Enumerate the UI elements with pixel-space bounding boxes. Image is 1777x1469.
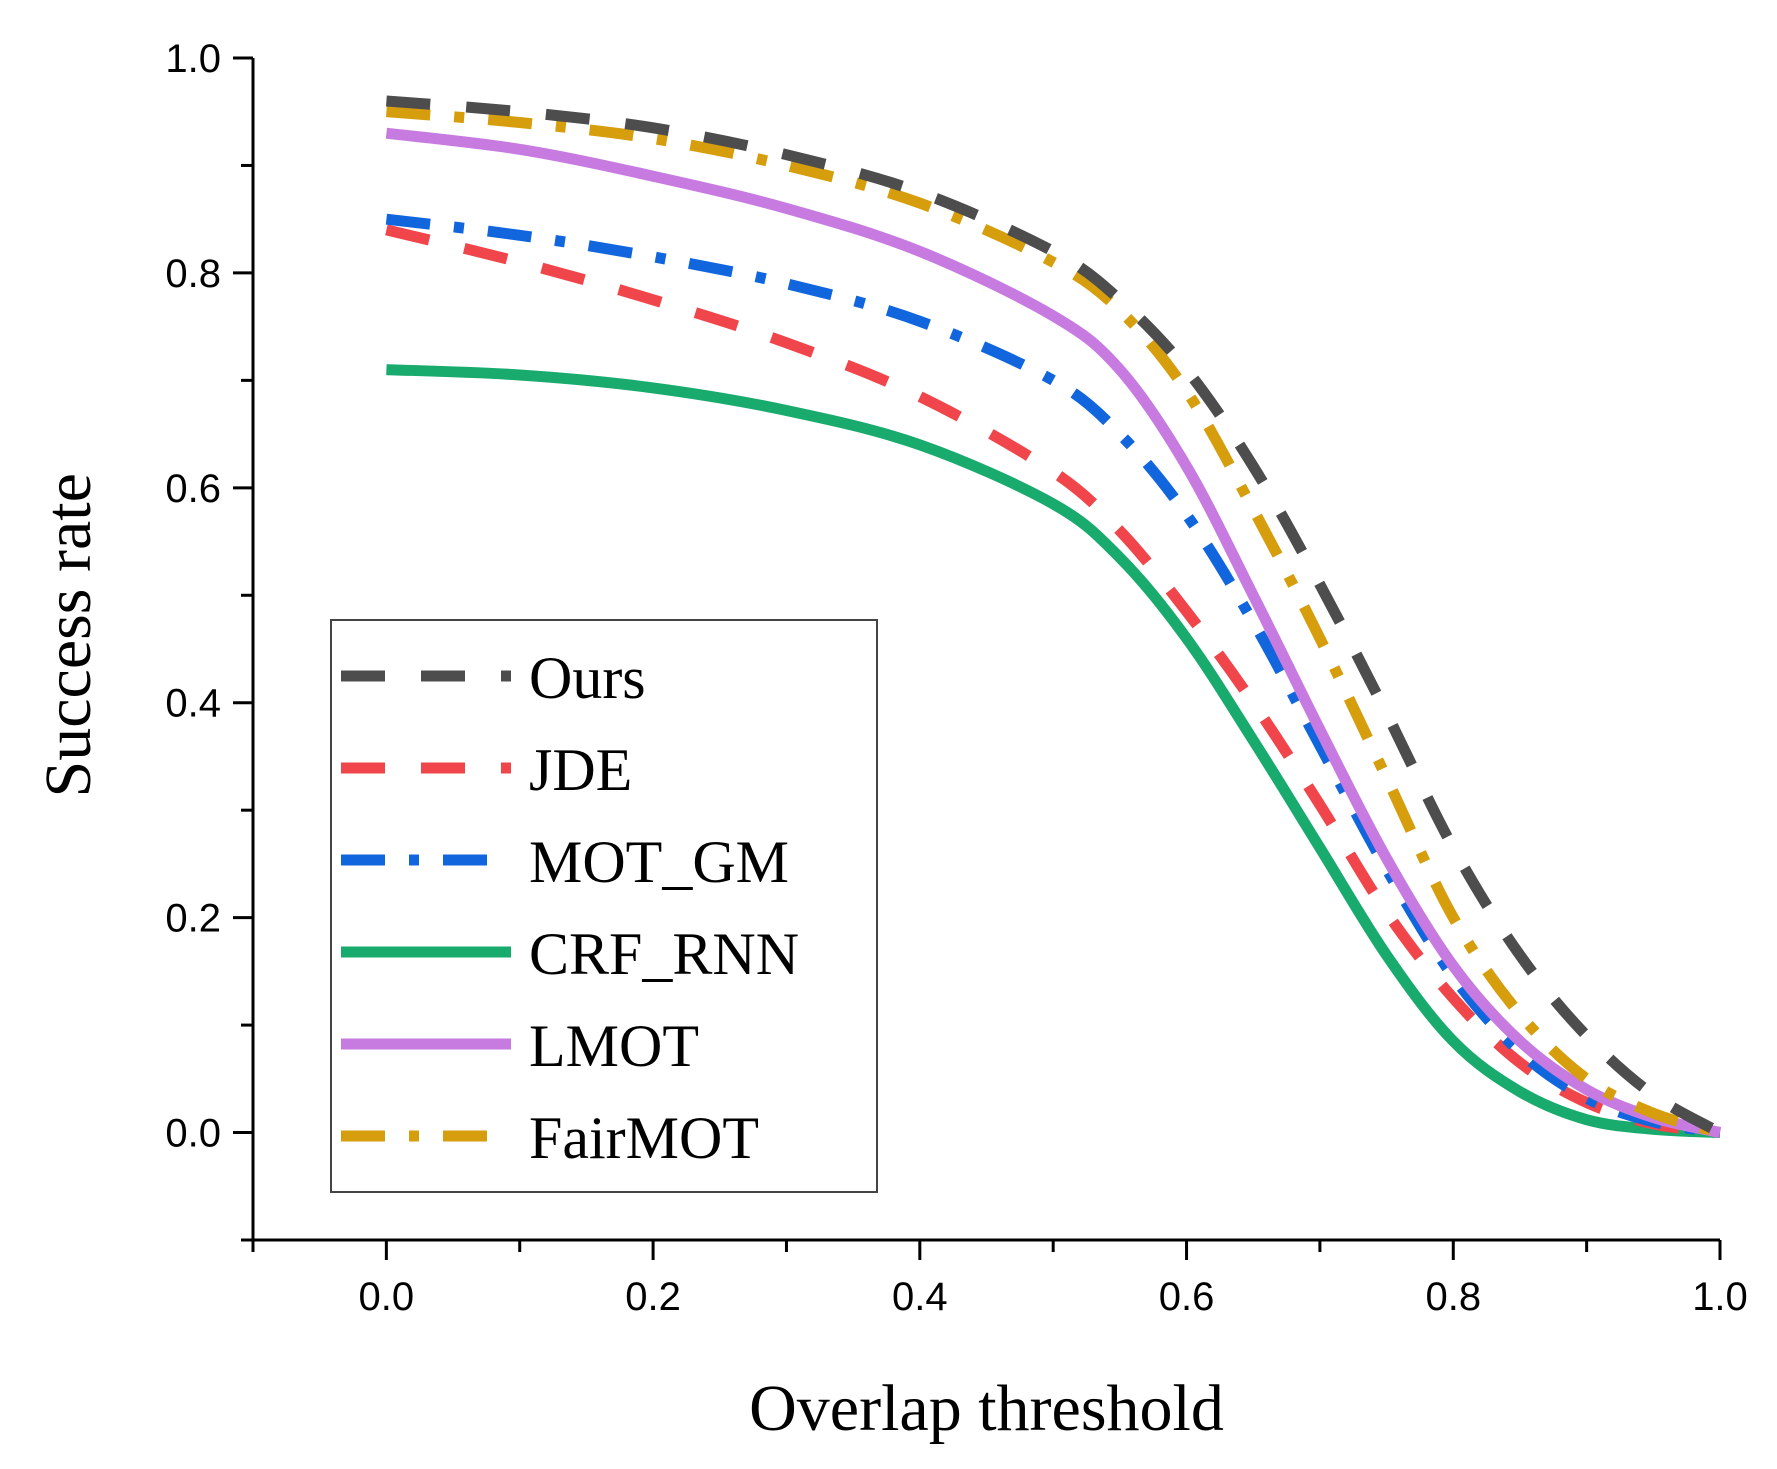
- x-tick-label: 1.0: [1692, 1275, 1748, 1319]
- y-axis-title: Success rate: [32, 473, 105, 797]
- series-line-jde: [385, 224, 1721, 1138]
- y-tick-label: 0.4: [165, 682, 221, 726]
- legend-label-jde: JDE: [529, 737, 632, 803]
- legend-label-lmot: LMOT: [529, 1013, 699, 1079]
- legend-label-mot-gm: MOT_GM: [529, 829, 789, 895]
- x-tick-label: 0.8: [1425, 1275, 1481, 1319]
- series-line-mot-gm: [385, 213, 1721, 1138]
- legend-label-fairmot: FairMOT: [529, 1105, 759, 1171]
- series-line-fairmot: [385, 106, 1722, 1138]
- x-axis-title: Overlap threshold: [749, 1372, 1224, 1445]
- x-tick-label: 0.4: [892, 1275, 948, 1319]
- legend-box: [330, 619, 878, 1193]
- y-tick-label: 0.0: [165, 1112, 221, 1156]
- y-tick-label: 0.6: [165, 467, 221, 511]
- x-tick-label: 0.6: [1159, 1275, 1215, 1319]
- legend: Ours JDE MOT_GM CRF_RNN LMOT FairMOT: [330, 619, 878, 1193]
- series-line-crf-rnn: [386, 364, 1721, 1138]
- legend-label-crf-rnn: CRF_RNN: [529, 921, 799, 987]
- x-tick-label: 0.0: [359, 1275, 415, 1319]
- series-line-lmot: [385, 127, 1722, 1138]
- series-line-ours: [385, 95, 1723, 1138]
- axes: 0.0 0.2 0.4 0.6 0.8 1.0 0.0 0.2 0.4 0.6 0.8 1.0: [165, 37, 1747, 1319]
- x-tick-label: 0.2: [625, 1275, 681, 1319]
- series-layer: [385, 95, 1723, 1138]
- legend-label-ours: Ours: [529, 645, 646, 711]
- y-tick-label: 0.2: [165, 897, 221, 941]
- y-tick-label: 0.8: [165, 252, 221, 296]
- y-tick-label: 1.0: [165, 37, 221, 81]
